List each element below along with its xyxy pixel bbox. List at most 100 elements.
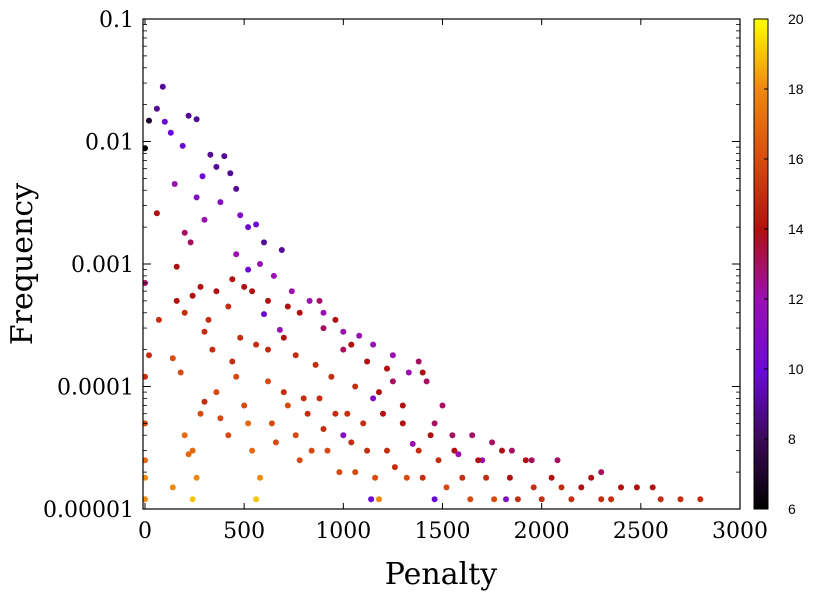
data-point bbox=[370, 341, 377, 348]
data-point bbox=[181, 309, 188, 316]
data-point bbox=[344, 410, 351, 417]
data-point bbox=[352, 469, 359, 476]
colorbar-tick-label: 6 bbox=[788, 501, 796, 517]
data-point bbox=[399, 420, 406, 427]
data-point bbox=[499, 447, 505, 454]
data-point bbox=[554, 457, 561, 464]
y-tick-label: 0.001 bbox=[71, 253, 134, 278]
plot-frame bbox=[142, 18, 741, 510]
colorbar-tick-label: 12 bbox=[788, 291, 804, 307]
data-point bbox=[300, 395, 307, 402]
data-point bbox=[320, 309, 327, 316]
x-tick-label: 500 bbox=[223, 519, 265, 544]
data-point bbox=[153, 210, 160, 217]
colorbar bbox=[753, 18, 769, 510]
data-point bbox=[677, 496, 684, 503]
data-point bbox=[193, 194, 200, 201]
data-point bbox=[548, 474, 555, 481]
data-point bbox=[316, 297, 323, 304]
data-point bbox=[292, 352, 299, 359]
data-point bbox=[280, 389, 287, 396]
y-axis-title: Frequency bbox=[5, 183, 40, 345]
data-point bbox=[389, 352, 396, 359]
data-point bbox=[245, 224, 252, 231]
data-point bbox=[241, 402, 248, 409]
x-tick-label: 0 bbox=[138, 519, 152, 544]
data-point bbox=[185, 112, 192, 119]
data-point bbox=[261, 311, 267, 318]
data-point bbox=[443, 484, 450, 491]
data-point bbox=[189, 447, 196, 454]
data-point bbox=[272, 439, 279, 446]
y-tick-label: 0.01 bbox=[85, 131, 134, 156]
data-point bbox=[483, 474, 490, 481]
colorbar-tick-label: 10 bbox=[788, 361, 804, 377]
data-point bbox=[368, 496, 375, 503]
data-point bbox=[340, 432, 347, 439]
data-point bbox=[153, 105, 160, 112]
data-point bbox=[431, 420, 438, 427]
data-point bbox=[304, 410, 311, 417]
data-point bbox=[199, 173, 206, 180]
data-point bbox=[270, 272, 277, 279]
data-point bbox=[530, 484, 537, 491]
data-point bbox=[558, 484, 565, 491]
data-point bbox=[233, 373, 240, 380]
data-point bbox=[308, 447, 315, 454]
data-point bbox=[181, 229, 188, 236]
data-point bbox=[189, 496, 196, 503]
data-point bbox=[268, 420, 275, 427]
data-point bbox=[185, 451, 192, 458]
data-point bbox=[348, 341, 355, 348]
data-point bbox=[489, 439, 496, 446]
data-point bbox=[143, 457, 148, 464]
data-point bbox=[296, 457, 303, 464]
data-point bbox=[265, 297, 271, 304]
data-point bbox=[143, 474, 148, 481]
data-point bbox=[169, 355, 176, 362]
data-point bbox=[253, 221, 260, 228]
data-point bbox=[284, 303, 291, 310]
data-point bbox=[265, 346, 271, 353]
data-point bbox=[376, 389, 382, 396]
data-point bbox=[173, 297, 180, 304]
data-point bbox=[439, 402, 446, 409]
data-point bbox=[171, 181, 178, 187]
data-point bbox=[197, 283, 204, 290]
x-tick-label: 2000 bbox=[514, 519, 570, 544]
data-point bbox=[568, 496, 575, 503]
data-point bbox=[221, 153, 228, 160]
data-point bbox=[155, 316, 162, 323]
data-point bbox=[435, 457, 442, 464]
x-axis: 0 500 1000 1500 2000 2500 3000 bbox=[138, 19, 768, 544]
data-point bbox=[187, 239, 194, 246]
data-point bbox=[320, 325, 327, 332]
data-point bbox=[391, 464, 398, 471]
data-point bbox=[207, 151, 214, 158]
data-point bbox=[189, 292, 196, 299]
colorbar-tick-label: 18 bbox=[788, 81, 804, 97]
data-point bbox=[193, 116, 200, 123]
data-point bbox=[332, 316, 339, 323]
data-point bbox=[227, 170, 234, 177]
data-point bbox=[249, 288, 256, 295]
data-point bbox=[336, 469, 343, 476]
data-point bbox=[657, 496, 664, 503]
data-point bbox=[292, 432, 299, 439]
data-point bbox=[241, 283, 248, 290]
data-point bbox=[356, 332, 363, 339]
scatter-points bbox=[143, 83, 704, 503]
data-point bbox=[469, 432, 476, 439]
data-point bbox=[276, 326, 283, 333]
y-tick-label: 0.00001 bbox=[43, 498, 134, 523]
data-point bbox=[618, 484, 624, 491]
data-point bbox=[506, 474, 513, 481]
colorbar-tick-label: 16 bbox=[788, 151, 804, 167]
data-point bbox=[167, 129, 174, 136]
data-point bbox=[578, 484, 585, 491]
data-point bbox=[179, 142, 186, 149]
data-point bbox=[245, 420, 252, 427]
data-point bbox=[143, 496, 148, 503]
data-point bbox=[278, 247, 285, 253]
data-point bbox=[384, 365, 390, 372]
